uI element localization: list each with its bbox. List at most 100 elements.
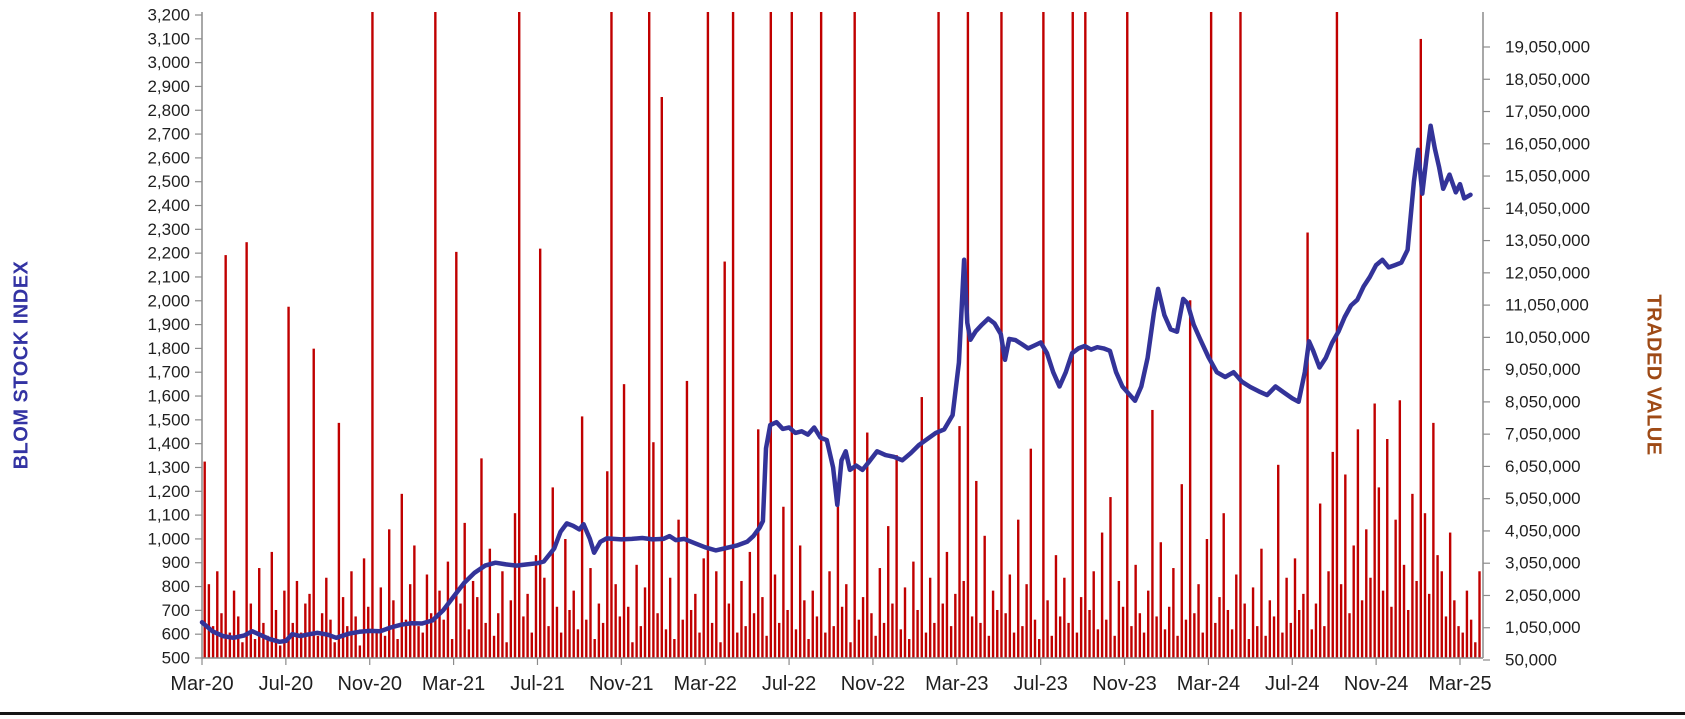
traded-value-bar (488, 548, 492, 658)
traded-value-bar (576, 629, 580, 658)
traded-value-bar (417, 626, 420, 658)
traded-value-bar (341, 597, 345, 658)
traded-value-bar (1201, 632, 1204, 658)
traded-value-bar (1281, 632, 1284, 658)
traded-value-bar (1054, 555, 1058, 658)
traded-value-bar (685, 380, 689, 658)
traded-value-bar (1109, 497, 1112, 658)
traded-value-bar (396, 639, 399, 658)
traded-value-bar (1432, 422, 1435, 658)
traded-value-bar (1256, 626, 1259, 658)
traded-value-bar (970, 616, 974, 658)
traded-value-bar (1344, 474, 1347, 658)
traded-value-bar (903, 587, 907, 658)
traded-value-bar (1419, 38, 1422, 659)
traded-value-bar (828, 571, 831, 658)
left-axis-tick-label: 2,200 (147, 244, 190, 263)
traded-value-bar (333, 642, 336, 658)
traded-value-bar (1017, 519, 1020, 658)
left-axis-title: BLOM STOCK INDEX (10, 260, 33, 470)
right-axis-tick-label: 15,050,000 (1505, 167, 1590, 186)
traded-value-bar (408, 584, 412, 658)
traded-value-bar (622, 384, 626, 658)
traded-value-bars (203, 12, 1481, 659)
traded-value-bar (798, 545, 802, 658)
x-axis-tick-label: Jul-21 (510, 673, 564, 695)
traded-value-bar (887, 526, 890, 658)
traded-value-bar (1264, 635, 1267, 658)
traded-value-bar (761, 597, 764, 658)
left-axis-tick-label: 2,300 (147, 220, 190, 239)
traded-value-bar (1318, 503, 1322, 658)
traded-value-bar (1381, 590, 1385, 658)
traded-value-bar (555, 606, 559, 658)
traded-value-bar (375, 629, 378, 658)
traded-value-bar (1277, 464, 1280, 658)
traded-value-bar (752, 613, 756, 658)
traded-value-bar (224, 255, 227, 658)
traded-value-bar (413, 545, 416, 658)
traded-value-bar (455, 251, 458, 658)
traded-value-bar (664, 629, 668, 658)
traded-value-bar (253, 639, 257, 658)
traded-value-bar (1063, 577, 1066, 658)
traded-value-bar (656, 613, 659, 658)
traded-value-bar (1444, 616, 1448, 658)
traded-value-bar (492, 635, 496, 658)
traded-value-bar (270, 551, 273, 658)
traded-value-bar (593, 639, 596, 658)
traded-value-bar (262, 622, 265, 658)
traded-value-bar (1310, 629, 1313, 658)
left-axis-tick-label: 1,800 (147, 339, 190, 358)
traded-value-bar (1415, 580, 1418, 658)
traded-value-bar (794, 629, 798, 658)
traded-value-bar (895, 455, 898, 658)
traded-value-bar (866, 432, 869, 658)
traded-value-bar (702, 558, 705, 658)
traded-value-bar (945, 551, 949, 658)
left-axis-tick-label: 1,700 (147, 363, 190, 382)
traded-value-bar (928, 577, 932, 658)
traded-value-bar (1058, 616, 1062, 658)
traded-value-bar (476, 597, 479, 658)
traded-value-bar (388, 529, 391, 658)
traded-value-bar (572, 590, 575, 658)
x-axis-tick-label: Mar-21 (422, 673, 485, 695)
x-axis-tick-label: Jul-22 (762, 673, 816, 695)
traded-value-bar (1427, 593, 1431, 658)
traded-value-bar (912, 561, 915, 658)
traded-value-bar (962, 580, 965, 658)
traded-value-bar (849, 642, 852, 658)
left-axis-tick-label: 3,000 (147, 53, 190, 72)
traded-value-bar (832, 626, 835, 658)
x-axis-tick-label: Mar-25 (1428, 673, 1491, 695)
traded-value-bar (1369, 577, 1372, 658)
traded-value-bar (509, 600, 513, 658)
traded-value-bar (1247, 639, 1251, 658)
traded-value-bar (211, 626, 215, 658)
traded-value-bar (710, 622, 714, 658)
traded-value-bar (769, 12, 773, 658)
traded-value-bar (1092, 571, 1095, 658)
left-axis-tick-label: 2,500 (147, 172, 190, 191)
traded-value-bar (589, 568, 592, 658)
traded-value-bar (291, 622, 294, 658)
traded-value-bar (1151, 409, 1154, 658)
traded-value-bar (803, 600, 806, 658)
right-axis-tick-label: 19,050,000 (1505, 38, 1590, 57)
traded-value-bar (1440, 571, 1443, 658)
traded-value-bar (1402, 564, 1406, 658)
left-axis-tick-label: 2,100 (147, 267, 190, 286)
traded-value-bar (681, 619, 684, 658)
traded-value-bar (874, 635, 877, 658)
traded-value-bar (316, 635, 320, 658)
traded-value-bar (975, 480, 978, 658)
traded-value-bar (1121, 606, 1125, 658)
traded-value-bar (534, 555, 538, 658)
traded-value-bar (882, 622, 886, 658)
traded-value-bar (568, 609, 571, 658)
traded-value-bar (1155, 616, 1158, 658)
traded-value-bar (274, 609, 278, 658)
traded-value-bar (308, 593, 311, 658)
